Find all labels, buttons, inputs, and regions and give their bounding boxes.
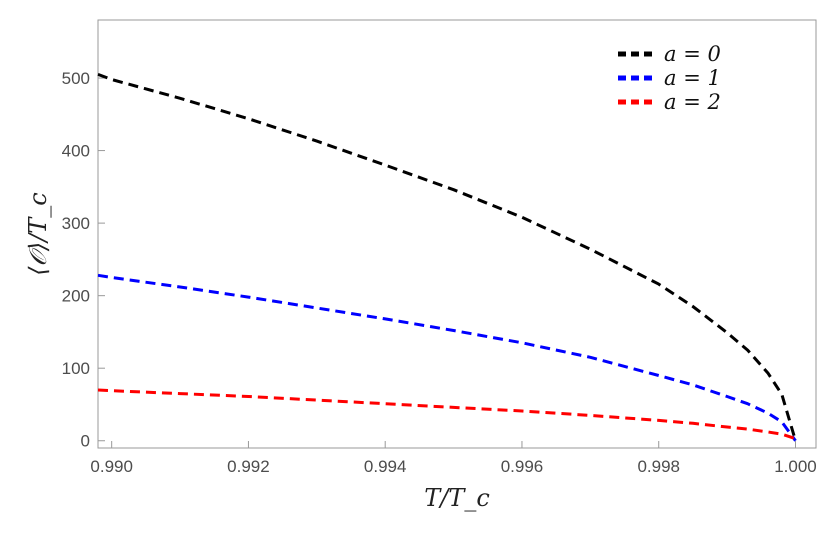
legend-label: a = 1 — [664, 66, 721, 90]
plot-frame — [97, 19, 817, 449]
x-tick-label: 0.992 — [227, 457, 270, 476]
y-tick-label: 300 — [62, 214, 90, 233]
series-lines — [97, 72, 797, 442]
legend-label: a = 2 — [664, 90, 721, 114]
x-tick-label: 0.998 — [637, 457, 680, 476]
series-line-a1 — [97, 273, 797, 442]
x-tick-label: 0.996 — [501, 457, 544, 476]
y-axis-title: ⟨𝒪⟩/T_c — [24, 192, 52, 275]
y-tick-label: 400 — [62, 142, 90, 161]
x-axis-title: T/T_c — [424, 484, 490, 512]
y-tick-label: 0 — [81, 432, 90, 451]
legend: a = 0a = 1a = 2 — [618, 42, 721, 114]
x-tick-label: 0.990 — [90, 457, 133, 476]
x-tick-label: 0.994 — [364, 457, 407, 476]
y-tick-label: 500 — [62, 69, 90, 88]
ticks: 0.990 0.992 0.994 0.996 0.998 1.000 0 100 200 300… — [62, 69, 817, 476]
y-tick-label: 100 — [62, 359, 90, 378]
series-line-a2 — [97, 388, 796, 441]
x-tick-label: 1.000 — [774, 457, 817, 476]
y-tick-label: 200 — [62, 287, 90, 306]
series-line-a0 — [97, 72, 797, 442]
legend-label: a = 0 — [664, 42, 721, 66]
